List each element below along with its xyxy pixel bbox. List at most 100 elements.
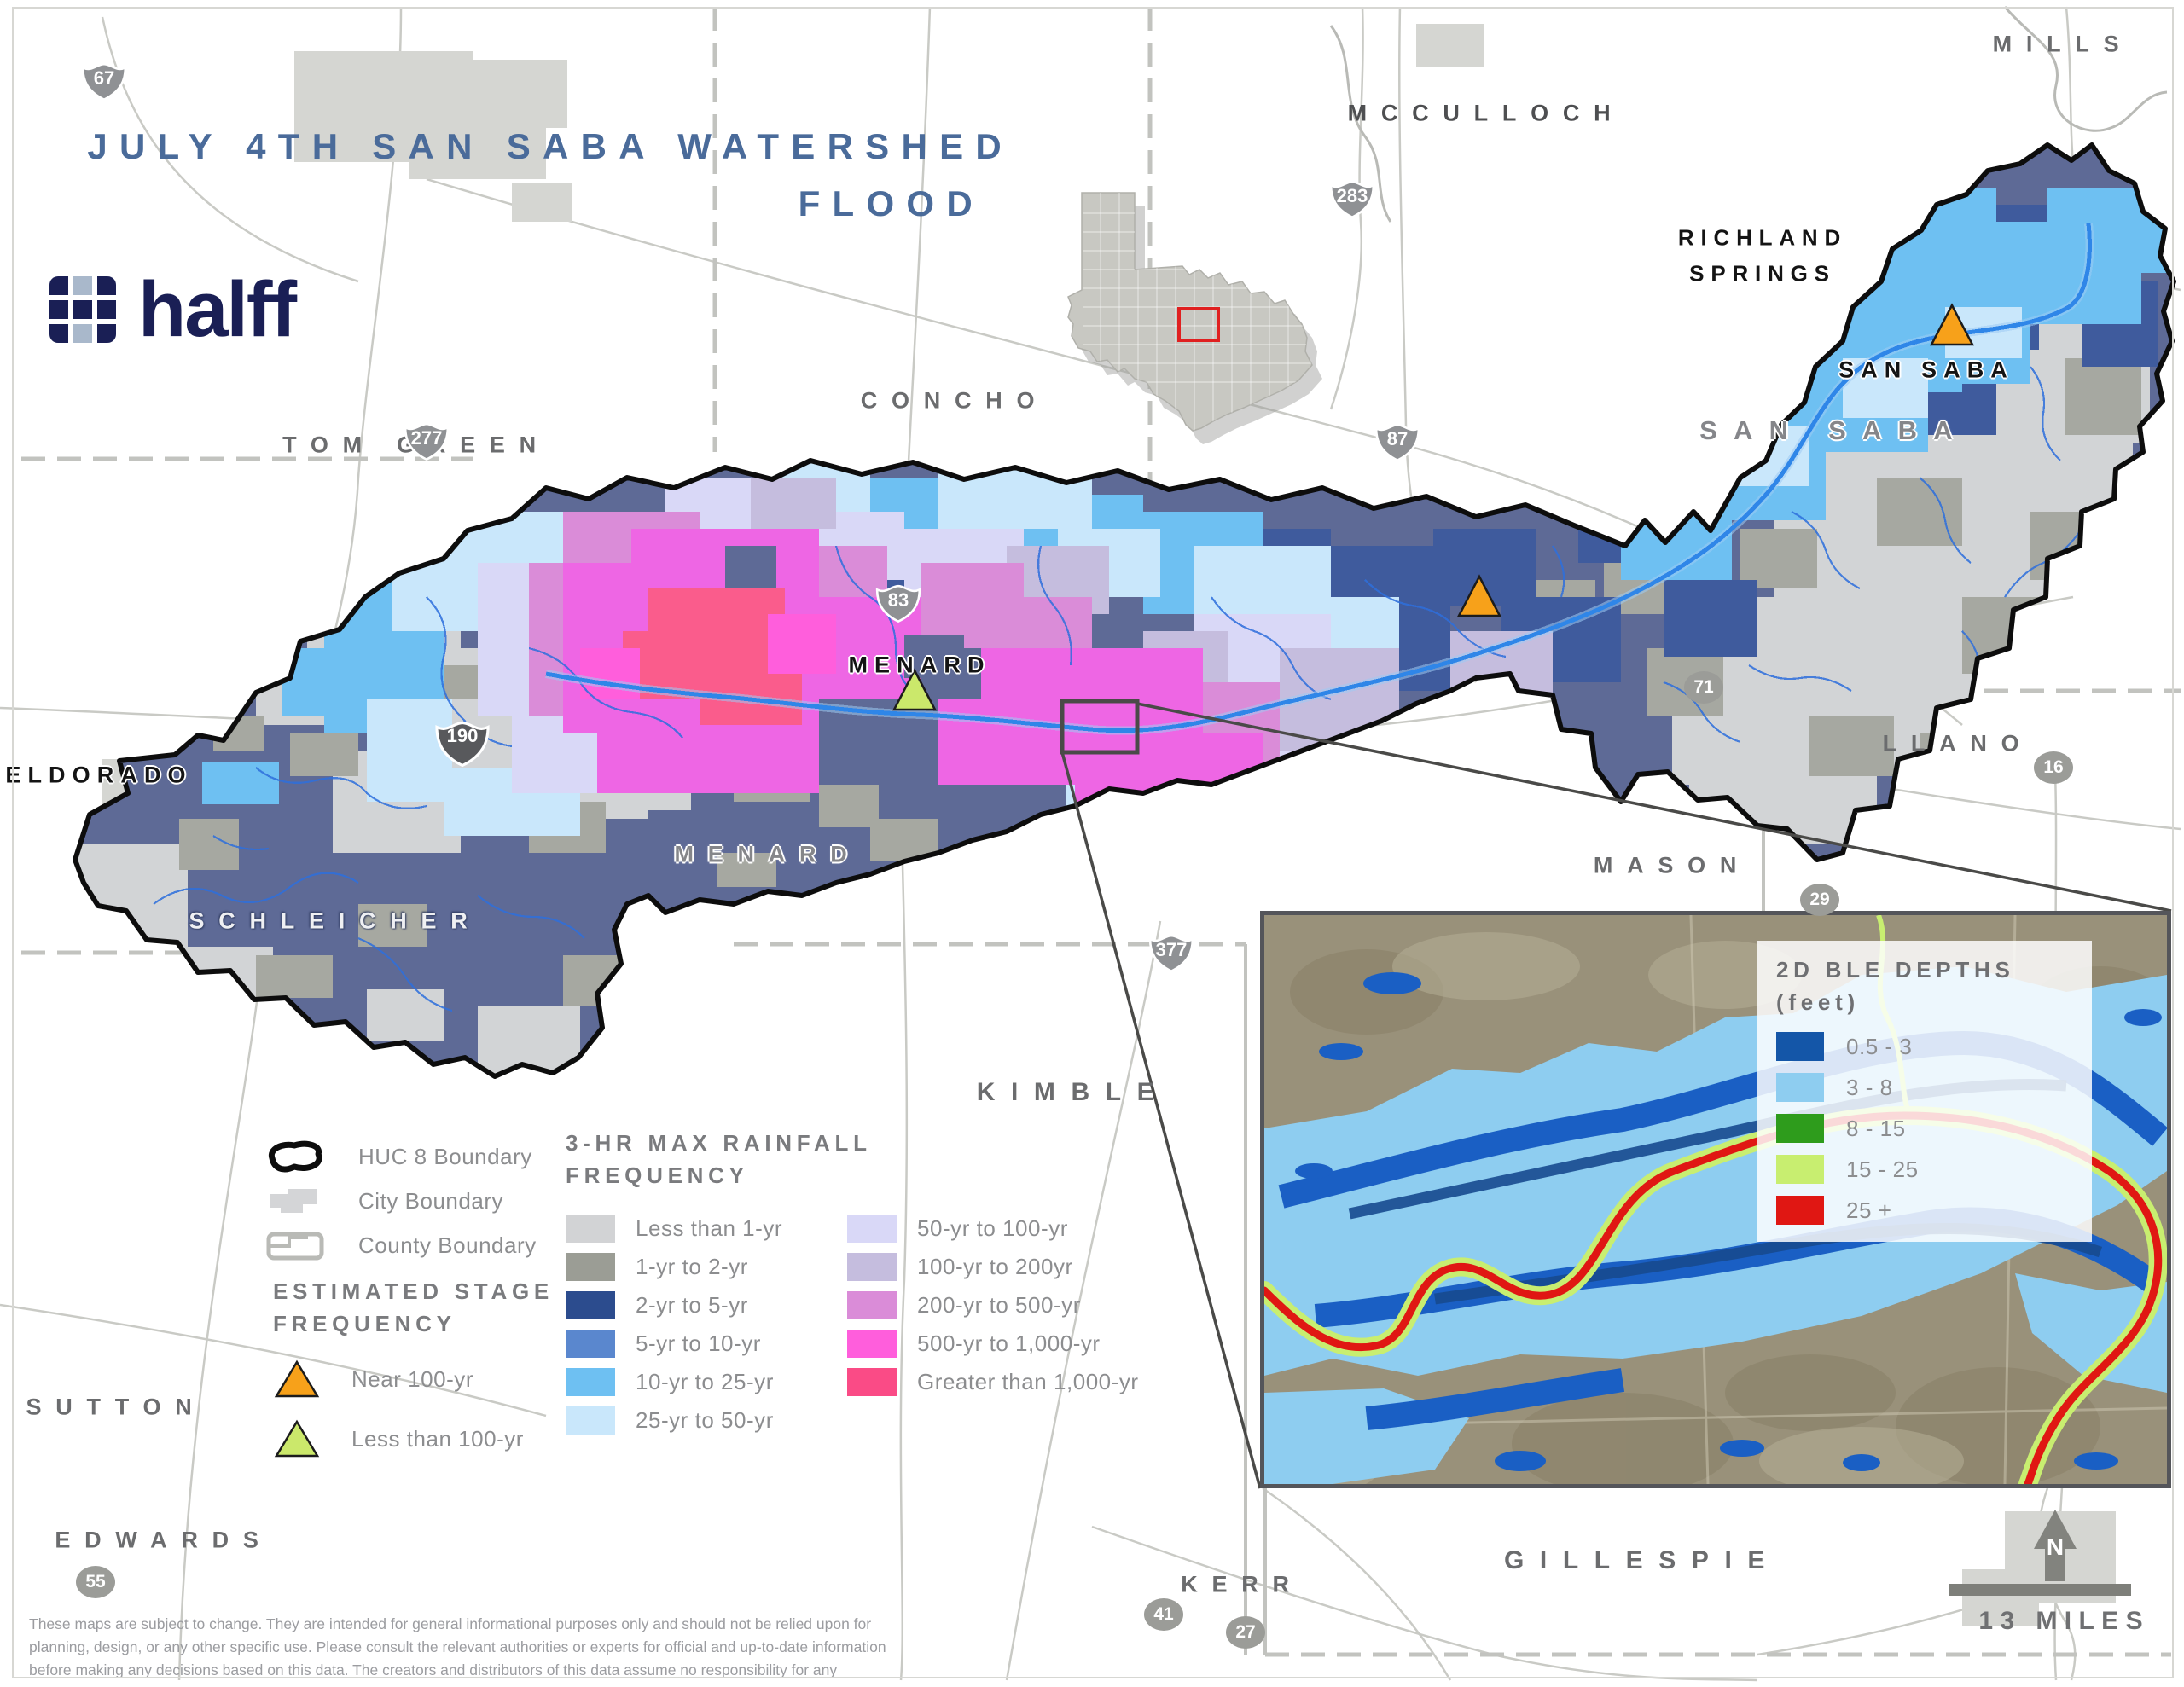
rainfall-swatch [566,1214,615,1243]
county-label-kerr: KERR [1181,1571,1304,1597]
rainfall-swatch [847,1329,897,1358]
county-label-sutton: SUTTON [26,1394,206,1420]
county-label-san-saba: SAN SABA [1699,415,1969,445]
county-label-llano: LLANO [1882,730,2034,757]
county-label-mason: MASON [1593,852,1751,878]
inset-depth-legend: 2D BLE DEPTHS (feet) 0.5 - 3 3 - 8 8 - 1… [1757,941,2092,1243]
depth-swatch [1776,1073,1824,1103]
county-label-schleicher: SCHLEICHER [189,907,482,934]
depth-row: 25 + [1776,1196,2073,1226]
north-arrow-graphic [2034,1510,2077,1581]
us-87-shield: 87 [1373,420,1422,464]
city-label-menard: MENARD [848,652,991,678]
county-label-menard: MENARD [674,841,862,867]
rainfall-swatch [566,1367,615,1396]
stage-legend-heading: ESTIMATED STAGE FREQUENCY [273,1278,554,1336]
rainfall-legend-heading: 3-HR MAX RAINFALL FREQUENCY [566,1130,872,1188]
north-arrow: N [2046,1533,2065,1560]
stage-frequency-legend: ESTIMATED STAGE FREQUENCY Near 100-yr Le… [273,1276,554,1459]
legend-row-county: County Boundary [256,1228,537,1262]
rainfall-row: 200-yr to 500-yr [847,1290,1139,1319]
us-190-shield: 190 [433,716,492,768]
rainfall-row: 10-yr to 25-yr [566,1367,782,1396]
city-boundary-icon [256,1184,334,1218]
inset-detail-map: 2D BLE DEPTHS (feet) 0.5 - 3 3 - 8 8 - 1… [1260,911,2171,1488]
halff-logo-text: halff [138,266,297,353]
boundary-legend: HUC 8 Boundary City Boundary County Boun… [256,1139,537,1262]
map-title: JULY 4TH SAN SABA WATERSHED FLOOD [87,126,1014,224]
halff-logo-grid-icon [49,276,116,344]
legend-row-huc8: HUC 8 Boundary [256,1139,537,1174]
sh-41-shield: 41 [1144,1598,1183,1631]
legend-row-city: City Boundary [256,1184,537,1218]
county-label-gillespie: GILLESPIE [1503,1546,1781,1574]
sh-55-shield: 55 [76,1566,115,1598]
rainfall-row: 50-yr to 100-yr [847,1214,1139,1243]
depth-row: 15 - 25 [1776,1155,2073,1185]
rainfall-row: 500-yr to 1,000-yr [847,1329,1139,1358]
us-283-shield: 283 [1327,177,1377,221]
disclaimer-text: These maps are subject to change. They a… [29,1615,886,1687]
background-streams [1329,6,2168,223]
scale-label: 13 MILES [1978,1607,2150,1635]
stage-row-near-100yr: Near 100-yr [273,1359,554,1400]
county-label-edwards: EDWARDS [55,1527,273,1553]
scale-bar [1949,1584,2131,1596]
stage-triangles [892,303,1975,711]
rainfall-legend-left-column: Less than 1-yr 1-yr to 2-yr 2-yr to 5-yr… [566,1214,782,1435]
near-100yr-triangle-icon [274,1359,320,1398]
us-67-shield: 67 [79,59,129,103]
depth-swatch [1776,1114,1824,1144]
rainfall-swatch [566,1329,615,1358]
rainfall-swatch [566,1290,615,1319]
rainfall-swatch [847,1214,897,1243]
rainfall-row: 1-yr to 2-yr [566,1252,782,1281]
city-label-eldorado: ELDORADO [5,762,193,788]
triangle-near-100yr-sansaba [1929,303,1975,346]
rainfall-row: Less than 1-yr [566,1214,782,1243]
rainfall-swatch [847,1367,897,1396]
triangle-near-100yr-central [1456,574,1502,617]
sh-27-shield: 27 [1226,1616,1265,1649]
rainfall-row: 25-yr to 50-yr [566,1406,782,1435]
texas-extent-rect [1177,307,1220,342]
us-277-shield: 277 [402,419,451,463]
sh-16-shield: 16 [2034,751,2073,784]
us-377-shield: 377 [1147,930,1196,975]
depth-swatch [1776,1196,1824,1226]
huc8-boundary-icon [256,1138,334,1175]
texas-inset [1067,192,1322,444]
county-label-kimble: KIMBLE [976,1078,1170,1106]
rainfall-row: Greater than 1,000-yr [847,1367,1139,1396]
depth-swatch [1776,1032,1824,1062]
rainfall-row: 2-yr to 5-yr [566,1290,782,1319]
county-label-mills: MILLS [1992,31,2134,57]
less-100yr-triangle-icon [274,1419,320,1458]
stage-row-less-100yr: Less than 100-yr [273,1418,554,1459]
county-boundary-icon [256,1227,334,1263]
county-label-mcculloch: MCCULLOCH [1347,100,1625,126]
triangle-menard-less-100yr [892,668,938,711]
depth-row: 0.5 - 3 [1776,1032,2073,1062]
inset-legend-title: 2D BLE DEPTHS (feet) [1776,957,2015,1015]
sh-29-shield: 29 [1800,884,1839,916]
us-83-shield: 83 [874,581,923,625]
depth-row: 8 - 15 [1776,1114,2073,1144]
county-label-concho: CONCHO [860,387,1049,414]
rainfall-swatch [566,1252,615,1281]
city-label-san-saba: SAN SABA [1838,357,2014,383]
depth-swatch [1776,1155,1824,1185]
rainfall-swatch [566,1406,615,1435]
halff-logo: halff [49,266,297,353]
rainfall-frequency-legend: 3-HR MAX RAINFALL FREQUENCY Less than 1-… [566,1128,1139,1435]
rainfall-row: 100-yr to 200yr [847,1252,1139,1281]
extent-indicator [1060,699,2172,1489]
sh-71-shield: 71 [1684,671,1723,704]
city-label-richland-springs: RICHLAND SPRINGS [1677,224,1848,286]
depth-row: 3 - 8 [1776,1073,2073,1103]
rainfall-swatch [847,1252,897,1281]
rainfall-legend-right-column: 50-yr to 100-yr 100-yr to 200yr 200-yr t… [847,1214,1139,1435]
rainfall-swatch [847,1290,897,1319]
